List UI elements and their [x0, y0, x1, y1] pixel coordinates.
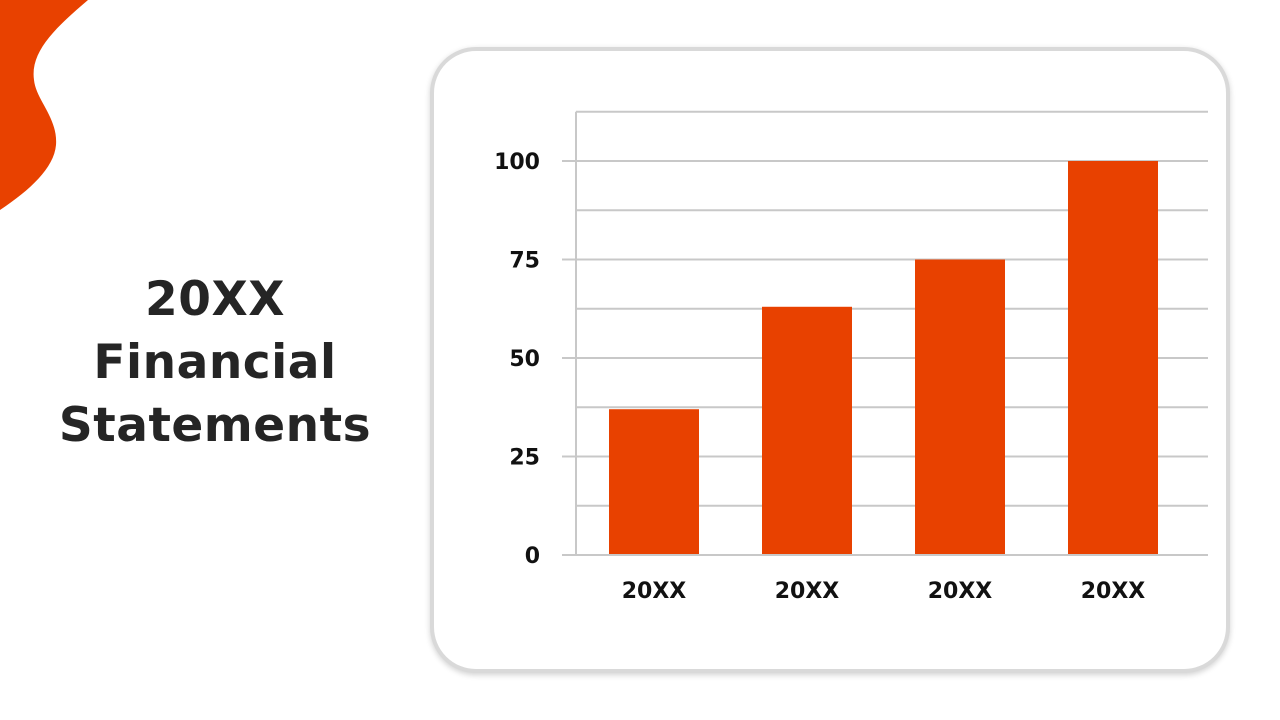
y-tick-label: 25	[509, 446, 540, 471]
bar	[609, 409, 699, 554]
title-line-1: 20XX	[145, 272, 285, 327]
title-line-2: Financial	[93, 335, 337, 390]
title-line-3: Statements	[58, 398, 372, 453]
y-tick-label: 75	[509, 249, 540, 274]
corner-swoosh-decoration	[0, 0, 88, 210]
x-tick-label: 20XX	[622, 579, 687, 604]
y-tick-label: 100	[494, 150, 540, 175]
x-tick-label: 20XX	[775, 579, 840, 604]
slide-title: 20XX Financial Statements	[35, 268, 395, 457]
y-tick-label: 0	[525, 544, 540, 569]
bar	[1068, 161, 1158, 554]
y-tick-label: 50	[509, 347, 540, 372]
x-tick-label: 20XX	[1081, 579, 1146, 604]
bar	[915, 259, 1005, 554]
bars	[609, 161, 1158, 554]
tick-labels: 0 25 50 75 100 20XX 20XX 20XX 20XX	[494, 150, 1145, 604]
bar	[762, 306, 852, 554]
swoosh-shape	[0, 0, 88, 210]
x-tick-label: 20XX	[928, 579, 993, 604]
